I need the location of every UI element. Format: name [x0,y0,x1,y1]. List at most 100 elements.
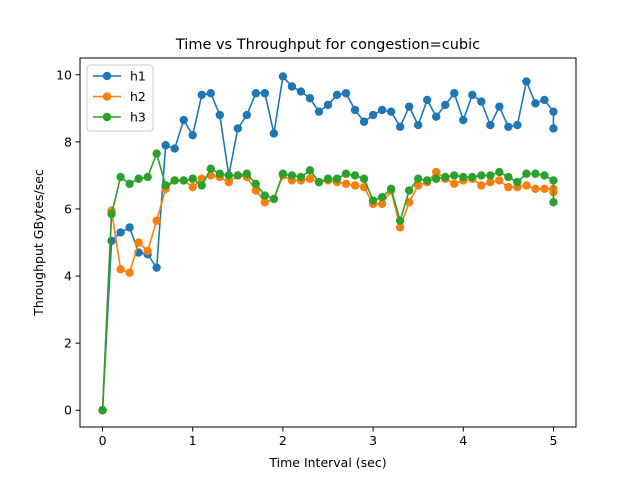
data-point-h3 [504,172,513,182]
y-tick-label: 10 [56,67,72,82]
data-point-h3 [395,216,405,225]
data-point-h3 [134,174,143,183]
data-point-h2 [305,174,315,183]
data-point-h1 [549,107,558,116]
legend-marker [102,112,112,122]
data-point-h2 [413,181,423,190]
data-point-h1 [125,223,134,232]
data-point-h1 [495,102,504,111]
data-point-h3 [161,181,170,190]
data-point-h3 [477,171,486,180]
data-point-h1 [161,141,170,150]
data-point-h1 [423,95,432,105]
data-point-h2 [504,182,513,192]
data-point-h2 [341,179,351,188]
x-tick-label: 0 [99,433,107,448]
data-point-h3 [386,184,396,194]
legend-item-h3: h3 [93,110,146,125]
data-point-h1 [468,90,477,100]
data-point-h3 [413,174,423,183]
data-point-h2 [486,177,495,187]
data-point-h3 [269,194,279,204]
y-axis: 0 2 4 6 8 10 [56,67,80,418]
data-point-h1 [341,89,351,98]
series-line-h1 [101,75,555,411]
data-point-h3 [305,166,315,175]
data-point-h1 [251,89,261,98]
data-point-h2 [540,184,549,194]
x-axis: 0 1 2 3 4 5 [99,427,557,448]
data-point-h2 [143,246,152,256]
legend-label: h3 [130,110,146,125]
data-point-h3 [125,179,134,188]
data-point-h3 [549,176,558,185]
data-point-h2 [350,181,360,190]
data-point-h3 [170,176,179,185]
data-point-h1 [350,105,360,115]
data-point-h2 [134,238,143,247]
data-point-h1 [368,110,378,120]
data-point-h3 [233,171,243,180]
data-point-h1 [314,107,324,116]
data-point-h1 [359,117,369,126]
data-point-h2 [522,181,531,190]
data-point-h1 [242,110,252,120]
data-point-h1 [197,90,206,100]
data-point-h3 [197,181,206,190]
data-point-h1 [513,120,522,130]
data-point-h2 [531,184,540,194]
y-tick-label: 8 [64,134,72,149]
data-point-h3 [341,169,351,178]
data-point-h3 [332,174,342,183]
data-point-h1 [477,97,486,106]
data-point-h3 [98,406,107,415]
data-point-h1 [522,77,531,86]
data-point-h1 [386,107,396,116]
data-point-h3 [287,171,297,180]
data-point-h1 [206,89,215,98]
legend-label: h2 [130,89,146,104]
data-point-h2 [251,186,261,195]
data-point-h3 [296,172,306,182]
data-point-h2 [495,176,504,185]
data-point-h1 [404,102,414,111]
data-point-h3 [486,171,495,180]
y-tick-label: 0 [64,403,72,418]
y-tick-label: 2 [64,336,72,351]
x-tick-label: 3 [369,433,377,448]
data-point-h1 [531,99,540,108]
data-point-h3 [522,169,531,178]
data-point-h2 [188,182,197,192]
data-point-h3 [368,196,378,205]
data-point-h3 [350,171,360,180]
data-point-h1 [441,100,450,110]
data-point-h1 [459,115,468,125]
data-point-h3 [468,172,477,182]
data-point-h1 [269,129,279,138]
legend-item-h2: h2 [93,89,146,104]
data-point-h3 [513,177,522,187]
data-point-h1 [395,122,405,131]
data-point-h1 [107,236,116,246]
data-point-h3 [116,172,125,182]
data-point-h2 [152,216,161,225]
data-point-h3 [531,169,540,178]
x-tick-label: 4 [459,433,467,448]
y-axis-label: Throughput GBytes/sec [31,169,46,317]
x-axis-label: Time Interval (sec) [268,455,386,470]
data-point-h3 [432,174,441,183]
data-point-h2 [432,167,441,177]
data-point-h1 [486,120,495,130]
data-point-h3 [179,176,188,185]
legend-label: h1 [130,69,146,84]
data-point-h2 [450,179,459,188]
data-point-h1 [413,120,423,130]
legend-item-h1: h1 [93,69,146,84]
data-point-h3 [441,172,450,182]
data-point-h3 [404,186,414,195]
chart-title: Time vs Throughput for congestion=cubic [175,37,480,53]
series-line-h3 [101,152,555,411]
series-layer [98,72,558,415]
data-point-h2 [395,223,405,232]
